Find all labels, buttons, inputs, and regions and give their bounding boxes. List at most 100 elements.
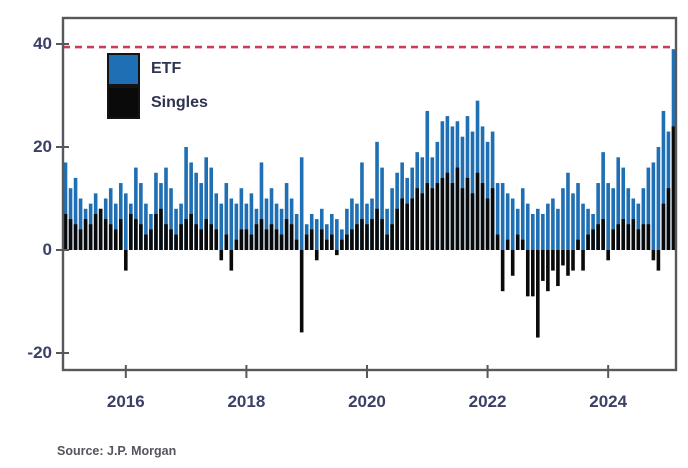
etf-bar [606,183,610,250]
etf-bar [324,224,329,250]
etf-bar [350,198,354,250]
singles-bar [294,239,299,250]
etf-bar [380,167,384,250]
etf-bar [345,208,349,250]
singles-bar [546,250,550,292]
singles-bar [490,188,495,250]
etf-bar [204,157,208,250]
etf-bar [234,203,239,250]
etf-bar [520,188,525,250]
singles-bar [330,234,334,250]
singles-bar [78,229,83,250]
etf-bar [264,198,269,250]
singles-bar [596,224,600,250]
singles-bar [199,229,203,250]
etf-bar [209,167,214,250]
singles-bar [229,250,234,271]
etf-bar [536,208,540,250]
singles-bar [324,239,329,250]
etf-bar [641,188,646,250]
singles-bar [289,224,294,250]
singles-bar [98,208,103,250]
singles-bar [395,208,399,250]
singles-bar [129,213,133,250]
singles-bar [159,208,163,250]
singles-bar [179,224,183,250]
etf-bar [581,203,585,250]
singles-bar [83,219,88,250]
etf-bar [500,183,505,250]
etf-bar [576,183,580,250]
etf-bar [174,208,178,250]
etf-bar [661,110,666,250]
singles-bar [249,234,254,250]
x-tick-label: 2018 [227,392,266,411]
singles-bar [118,219,123,250]
singles-bar [189,213,193,250]
singles-bar [365,224,369,250]
singles-bar [606,250,610,261]
singles-bar [480,183,485,250]
singles-bar [73,224,78,250]
singles-bar [430,188,435,250]
etf-bar [515,208,520,250]
etf-bar [134,167,138,250]
singles-bar [164,224,168,250]
singles-bar [415,188,420,250]
singles-bar [510,250,515,276]
etf-bar [485,141,490,250]
singles-bar [591,229,595,250]
singles-bar [103,219,108,250]
singles-bar [68,219,73,250]
etf-bar [385,208,389,250]
singles-bar [611,229,615,250]
etf-bar [154,172,158,250]
singles-bar [601,219,605,250]
singles-bar [214,229,219,250]
x-tick-label: 2020 [348,392,386,411]
singles-bar [124,250,128,271]
singles-legend-label: Singles [151,94,208,111]
singles-bar [581,250,585,271]
singles-bar [425,183,430,250]
singles-bar [93,213,98,250]
etf-bar [541,213,545,250]
singles-bar [626,224,631,250]
singles-bar [113,229,118,250]
etf-bar [118,183,123,250]
singles-bar [314,250,319,261]
singles-bar [586,234,590,250]
singles-bar [154,213,158,250]
etf-bar [546,203,550,250]
etf-bar [571,193,575,250]
etf-bar [294,213,299,250]
singles-bar [410,198,415,250]
singles-bar [666,188,671,250]
etf-bar [656,147,661,250]
etf-bar [184,147,188,250]
etf-bar [531,213,535,250]
singles-bar [139,224,143,250]
singles-bar [566,250,570,276]
singles-bar [174,234,178,250]
singles-bar [254,224,259,250]
singles-bar [435,183,440,250]
etf-bar [375,141,379,250]
etf-bar [229,198,234,250]
etf-bar [505,193,510,250]
etf-bar [510,198,515,250]
singles-bar [571,250,575,271]
etf-bar [596,183,600,250]
singles-bar [144,234,148,250]
singles-bar [450,183,455,250]
singles-bar [621,219,626,250]
etf-bar [284,183,289,250]
singles-bar [440,177,445,250]
etf-bar [551,198,555,250]
etf-bar [556,208,560,250]
singles-bar [370,219,374,250]
singles-bar [661,203,666,250]
singles-bar [259,219,264,250]
singles-bar [551,250,555,271]
